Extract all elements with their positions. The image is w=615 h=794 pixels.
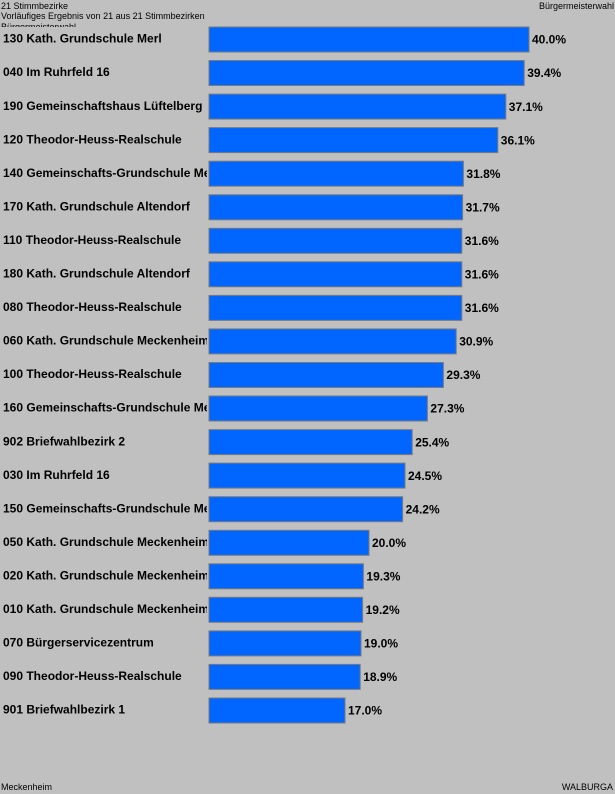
category-label: 020 Kath. Grundschule Meckenheim [3, 568, 209, 582]
category-label: 010 Kath. Grundschule Meckenheim [3, 602, 209, 616]
bar [208, 93, 507, 120]
bar [208, 462, 406, 489]
value-label: 18.9% [363, 670, 397, 684]
category-label: 040 Im Ruhrfeld 16 [3, 65, 110, 79]
category-label: 070 Bürgerservicezentrum [3, 636, 154, 650]
value-label: 31.8% [466, 167, 500, 181]
header-left: 21 Stimmbezirke Vorläufiges Ergebnis von… [1, 1, 205, 21]
value-label: 27.3% [430, 402, 464, 416]
footer-candidate: WALBURGA [561, 782, 613, 792]
category-label: 130 Kath. Grundschule Merl [3, 32, 162, 46]
value-label: 24.2% [406, 502, 440, 516]
category-label: 100 Theodor-Heuss-Realschule [3, 367, 182, 381]
bar [208, 294, 463, 321]
bar [208, 563, 364, 590]
bar [208, 496, 404, 523]
category-label: 030 Im Ruhrfeld 16 [3, 468, 110, 482]
bar [208, 529, 370, 556]
bar [208, 127, 499, 154]
bar [208, 227, 463, 254]
value-label: 31.6% [465, 234, 499, 248]
header-election-type: Bürgermeisterwahl [538, 1, 614, 11]
category-label: 170 Kath. Grundschule Altendorf [3, 199, 191, 213]
value-label: 39.4% [527, 66, 561, 80]
value-label: 24.5% [408, 469, 442, 483]
category-label: 120 Theodor-Heuss-Realschule [3, 132, 182, 146]
category-label: 080 Theodor-Heuss-Realschule [3, 300, 182, 314]
value-label: 31.7% [466, 200, 500, 214]
category-label: 090 Theodor-Heuss-Realschule [3, 669, 182, 683]
values-layer: 40.0% 39.4% 37.1% 36.1% 31.8% 31.7% 31.6% 31.6%… [348, 33, 566, 718]
category-label: 180 Kath. Grundschule Altendorf [3, 266, 191, 280]
category-label: 140 Gemeinschafts-Grundschule Meckenheim [3, 166, 266, 180]
value-label: 37.1% [509, 100, 543, 114]
value-label: 29.3% [446, 368, 480, 382]
bar [208, 362, 444, 388]
category-label: 150 Gemeinschafts-Grundschule Meckenheim [3, 501, 266, 515]
value-label: 31.6% [465, 267, 499, 281]
bar [208, 194, 464, 221]
value-label: 19.0% [364, 637, 398, 651]
category-label: 060 Kath. Grundschule Meckenheim [3, 334, 209, 348]
bar [208, 395, 428, 422]
value-label: 36.1% [501, 133, 535, 147]
header-cut-off-line: Bürgermeisterwahl [1, 22, 77, 27]
bar [208, 328, 457, 355]
bar [208, 261, 463, 288]
header-subtitle: 21 Stimmbezirke [1, 1, 69, 11]
value-label: 30.9% [459, 335, 493, 349]
value-label: 31.6% [465, 301, 499, 315]
bar [208, 596, 364, 623]
value-label: 17.0% [348, 704, 382, 718]
category-label: 190 Gemeinschaftshaus Lüftelberg [3, 99, 202, 113]
value-label: 25.4% [415, 435, 449, 449]
bar [208, 160, 464, 187]
bar [208, 697, 346, 724]
value-label: 40.0% [532, 33, 566, 47]
category-label: 901 Briefwahlbezirk 1 [3, 703, 125, 717]
value-label: 20.0% [372, 536, 406, 550]
bars-layer [208, 26, 530, 724]
header-status: Vorläufiges Ergebnis von 21 aus 21 Stimm… [1, 11, 205, 21]
bar [208, 630, 362, 657]
category-label: 160 Gemeinschafts-Grundschule Meckenheim [3, 401, 266, 415]
category-label: 902 Briefwahlbezirk 2 [3, 434, 125, 448]
bar [208, 429, 413, 456]
value-label: 19.3% [366, 569, 400, 583]
bar [208, 663, 361, 690]
category-label: 050 Kath. Grundschule Meckenheim [3, 535, 209, 549]
value-label: 19.2% [366, 603, 400, 617]
category-label: 110 Theodor-Heuss-Realschule [3, 233, 181, 247]
bar [208, 26, 530, 53]
bar [208, 60, 525, 86]
footer-municipality: Meckenheim [1, 782, 53, 792]
labels-layer: 130 Kath. Grundschule Merl 040 Im Ruhrfel… [3, 32, 266, 717]
